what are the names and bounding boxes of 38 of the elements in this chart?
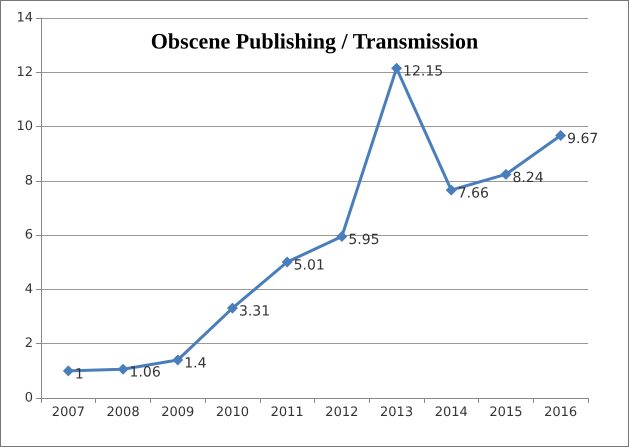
data-label: 7.66 [458,186,490,202]
data-label: 9.67 [567,131,598,148]
data-label: 5.01 [294,258,325,274]
y-tick-label: 10 [16,119,33,134]
point [500,168,512,180]
point [118,364,129,375]
point [172,354,184,366]
y-tick-label: 8 [24,173,33,188]
x-tick-label: 2014 [434,405,468,420]
y-tick-label: 2 [24,336,33,352]
x-tick-label: 2012 [325,405,358,420]
x-tick-label: 2011 [270,405,304,420]
y-tick-label: 12 [16,64,33,80]
data-label: 12.15 [403,64,444,80]
point [226,302,238,314]
x-tick-label: 2007 [52,405,85,420]
point [391,62,402,74]
point [282,256,293,268]
x-tick-label: 2010 [216,405,249,420]
y-tick-label: 4 [24,282,33,297]
y-tick-label: 0 [24,390,33,406]
y-tick-label: 14 [16,10,33,26]
point [555,130,566,142]
point [62,365,74,376]
y-tick-label: 6 [24,228,33,243]
x-tick-label: 2016 [544,405,578,420]
x-tick-label: 2009 [161,405,194,420]
x-tick-label: 2008 [106,405,140,420]
data-label: 1.06 [130,364,161,381]
point [446,184,457,196]
text: Obscene Publishing / Transmission [150,28,478,54]
data-label: 8.24 [512,170,544,186]
data-label: 5.95 [348,232,380,248]
point [336,231,348,242]
x-tick-label: 2015 [489,405,522,420]
data-label: 3.31 [238,304,270,320]
x-tick-label: 2013 [380,405,414,420]
data-label: 1.4 [184,356,207,372]
